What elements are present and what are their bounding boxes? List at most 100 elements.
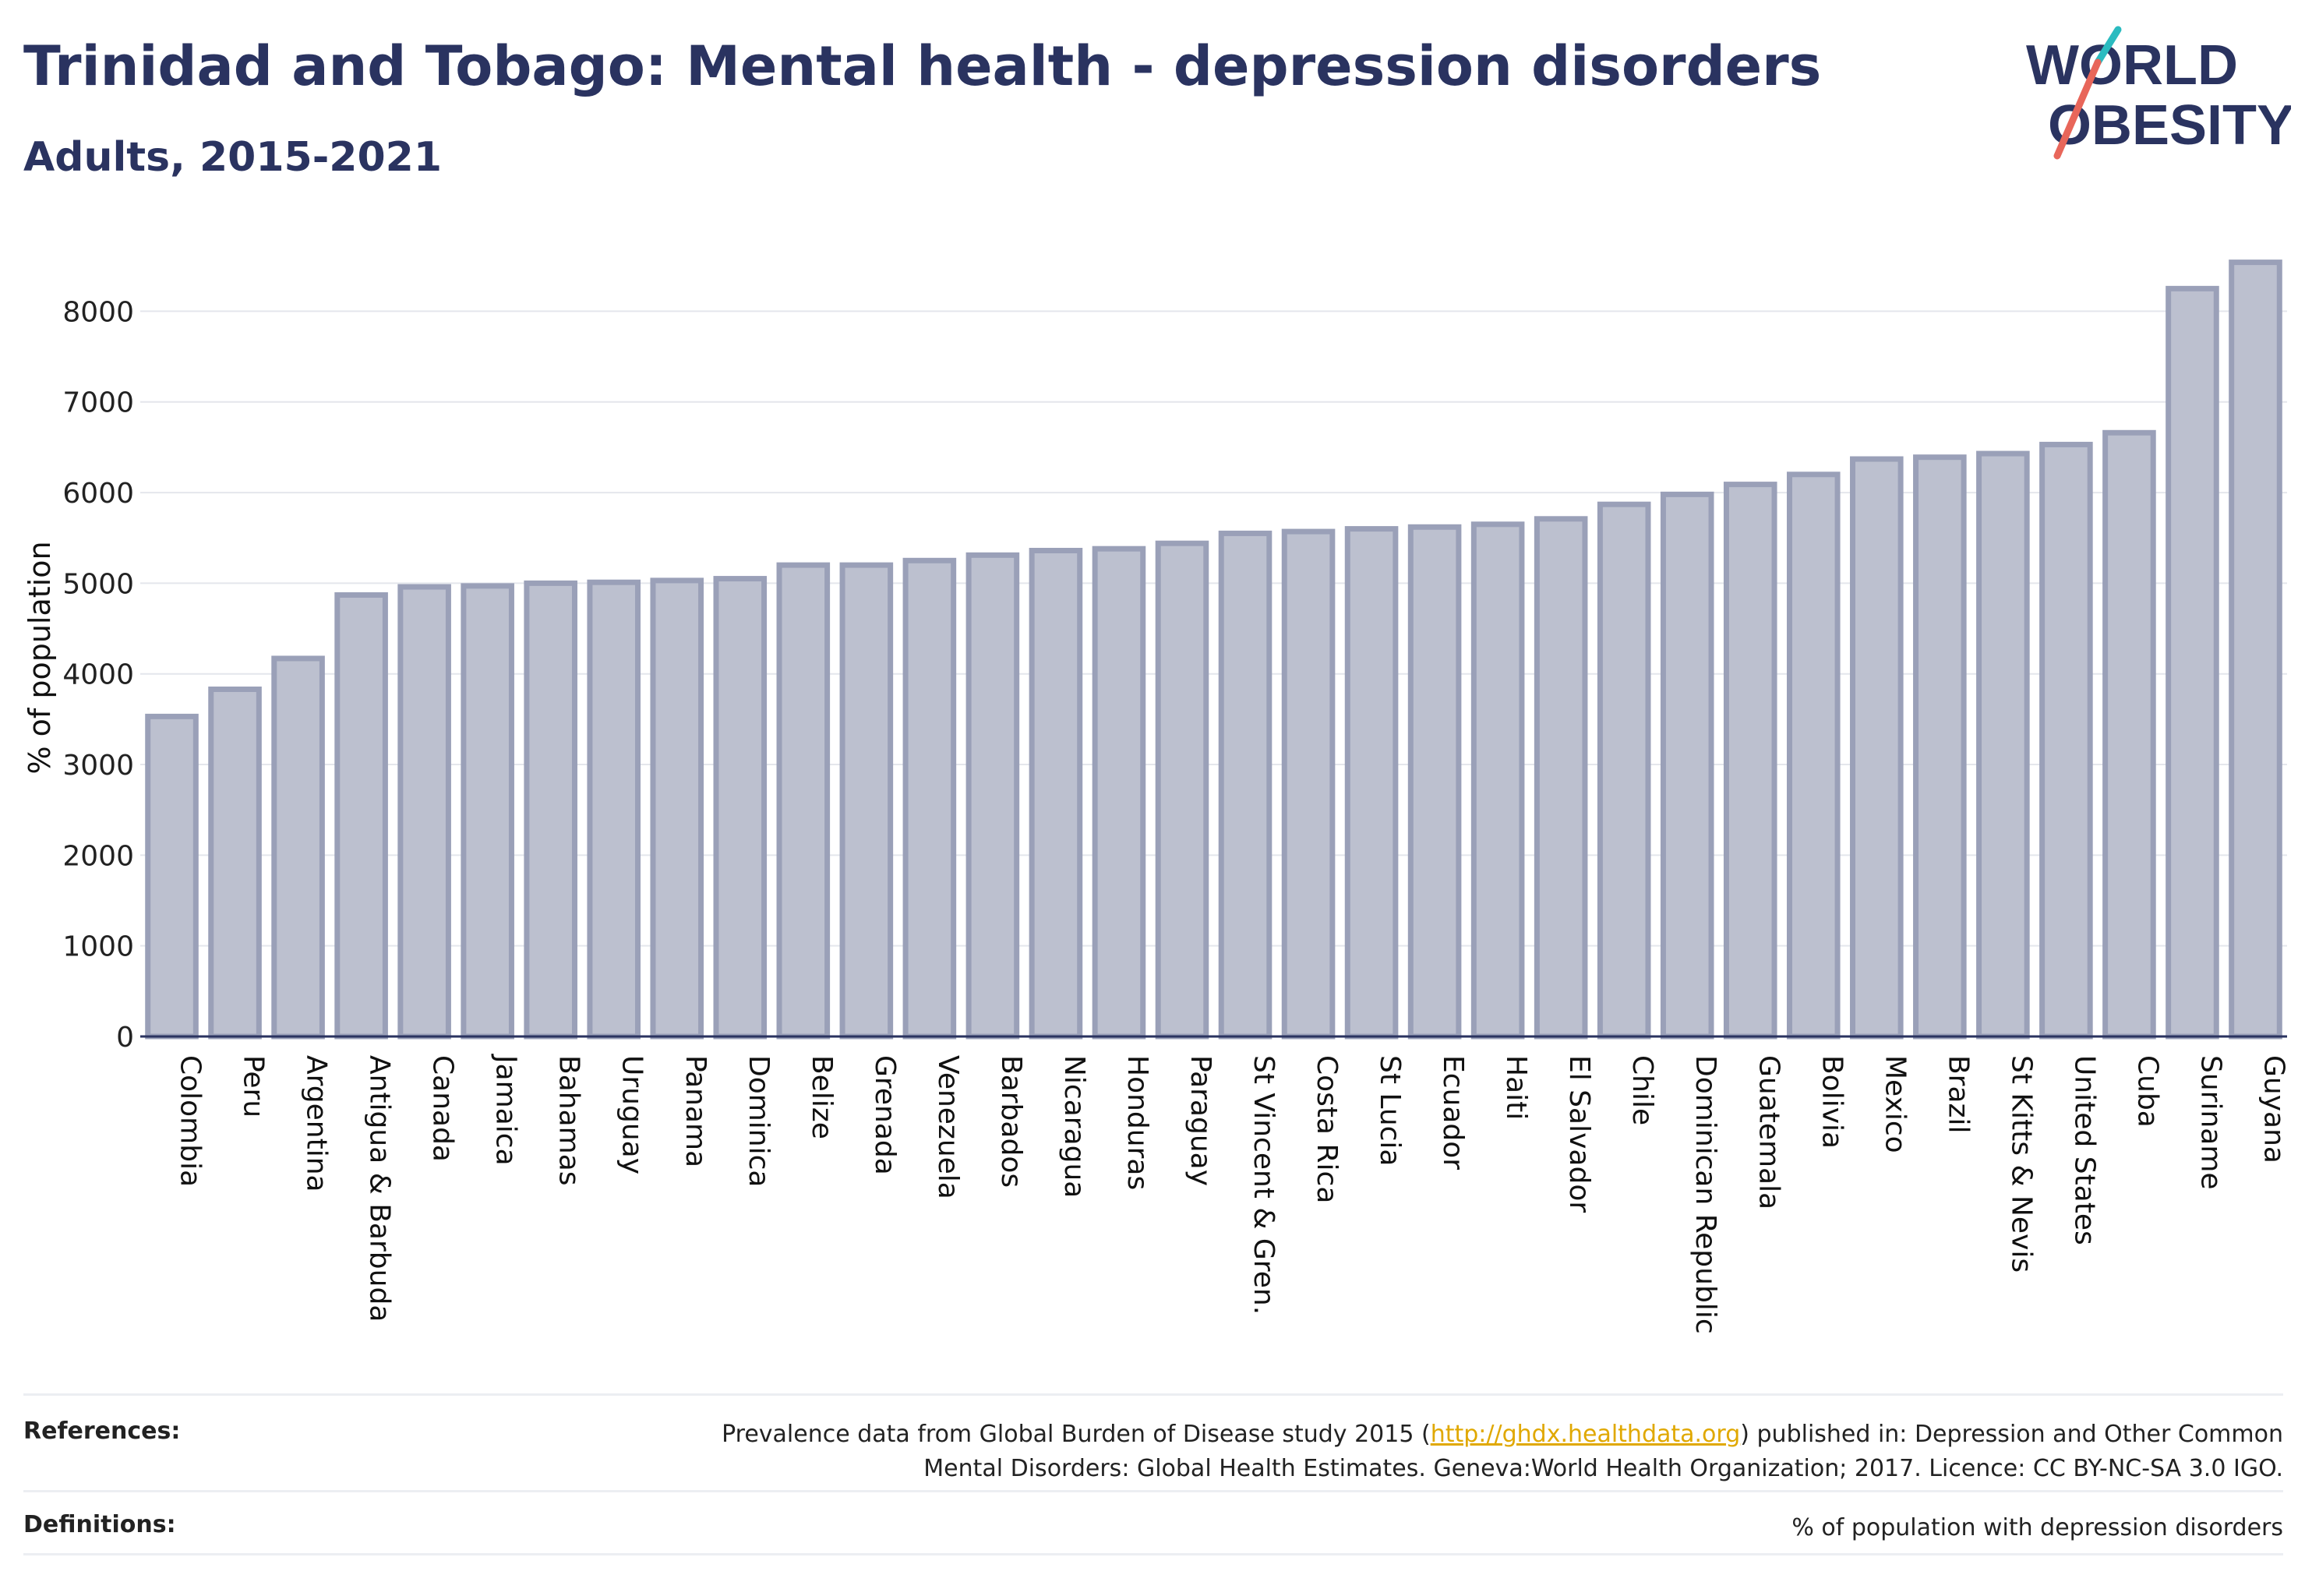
world-obesity-logo: WORLD OBESITY	[2026, 26, 2291, 160]
footer: References: Prevalence data from Global …	[23, 1393, 2283, 1555]
x-tick-label: Suriname	[2194, 1055, 2226, 1190]
y-tick-label: 4000	[62, 659, 134, 691]
references-line2: Mental Disorders: Global Health Estimate…	[923, 1455, 2283, 1482]
references-suffix: ) published in: Depression and Other Com…	[1740, 1421, 2283, 1448]
x-tick-label: Ecuador	[1437, 1055, 1469, 1170]
y-tick-label: 8000	[62, 296, 134, 328]
x-tick-label: Barbados	[995, 1055, 1027, 1188]
x-tick-label: Paraguay	[1184, 1055, 1216, 1186]
x-tick-label: Peru	[238, 1055, 270, 1118]
x-tick-label: Panama	[679, 1055, 711, 1167]
y-tick-label: 7000	[62, 387, 134, 419]
y-axis-ticks: 0 1000 2000 3000 4000 5000 6000 7000 8000	[62, 296, 134, 1054]
x-tick-label: Bahamas	[553, 1055, 585, 1186]
x-tick-label: Guyana	[2257, 1055, 2289, 1163]
bar-peru	[208, 686, 262, 1040]
references-link[interactable]: http://ghdx.healthdata.org	[1430, 1421, 1741, 1448]
bar-honduras	[1092, 546, 1146, 1040]
bar-argentina	[271, 655, 325, 1040]
x-tick-label: Grenada	[869, 1055, 901, 1175]
x-tick-label: Cuba	[2131, 1055, 2163, 1128]
x-tick-label: St Lucia	[1374, 1055, 1406, 1167]
bar-belize	[776, 562, 831, 1040]
x-tick-label: Dominica	[743, 1055, 775, 1188]
bar-el-salvador	[1534, 516, 1588, 1040]
bar-ecuador	[1407, 524, 1462, 1040]
bar-chart: 0 1000 2000 3000 4000 5000 6000 7000 8000 Colomb…	[23, 260, 2290, 1334]
x-axis-ticks: Colombia Peru Argentina Antigua & Barbuda Ca…	[175, 1054, 2290, 1334]
bar-brazil	[1913, 454, 1967, 1040]
x-tick-label: Argentina	[301, 1055, 333, 1192]
logo-slash-teal	[2094, 26, 2122, 66]
bar-st-kitts-nevis	[1976, 450, 2030, 1040]
logo-line1: WORLD	[2026, 34, 2238, 97]
bar-antigua-barbuda	[334, 592, 388, 1040]
bar-panama	[650, 577, 704, 1040]
x-tick-label: Colombia	[175, 1055, 206, 1187]
x-tick-label: St Kitts & Nevis	[2005, 1055, 2037, 1273]
y-tick-label: 5000	[62, 568, 134, 600]
bar-colombia	[145, 713, 199, 1040]
y-tick-label: 6000	[62, 478, 134, 510]
x-tick-label: United States	[2068, 1055, 2100, 1245]
x-tick-label: St Vincent & Gren.	[1248, 1055, 1280, 1315]
references-row: References: Prevalence data from Global …	[23, 1393, 2283, 1490]
bar-mexico	[1850, 456, 1904, 1040]
bar-nicaragua	[1029, 548, 1083, 1040]
chart-title: Trinidad and Tobago: Mental health - dep…	[23, 34, 1822, 98]
x-tick-label: Nicaragua	[1058, 1055, 1090, 1198]
bar-bolivia	[1786, 471, 1841, 1040]
bar-st-vincent-gren-	[1218, 530, 1273, 1040]
x-tick-label: Chile	[1626, 1055, 1658, 1125]
bar-cuba	[2102, 429, 2156, 1040]
bar-costa-rica	[1281, 528, 1336, 1040]
bar-uruguay	[587, 579, 641, 1040]
x-tick-label: Uruguay	[616, 1055, 648, 1174]
bar-haiti	[1470, 521, 1525, 1040]
definitions-row: Definitions: % of population with depres…	[23, 1490, 2283, 1555]
y-axis-label: % of population	[23, 541, 57, 774]
definitions-text: % of population with depression disorder…	[1791, 1514, 2283, 1541]
bars	[145, 260, 2282, 1040]
bar-paraguay	[1155, 540, 1209, 1040]
x-tick-label: El Salvador	[1563, 1055, 1595, 1213]
x-tick-label: Belize	[806, 1055, 838, 1139]
references-text: Prevalence data from Global Burden of Di…	[722, 1418, 2283, 1490]
logo-line2: OBESITY	[2048, 94, 2291, 157]
y-tick-label: 2000	[62, 840, 134, 872]
logo-slash-red	[2053, 58, 2102, 160]
bar-dominican-republic	[1660, 491, 1714, 1040]
bar-canada	[397, 584, 451, 1040]
x-tick-label: Canada	[427, 1055, 459, 1162]
bar-dominica	[713, 576, 768, 1040]
references-label: References:	[23, 1418, 181, 1445]
x-tick-label: Antigua & Barbuda	[364, 1055, 396, 1322]
x-tick-label: Costa Rica	[1311, 1055, 1343, 1203]
definitions-label: Definitions:	[23, 1511, 176, 1538]
x-tick-label: Brazil	[1942, 1055, 1974, 1133]
bar-united-states	[2039, 441, 2093, 1040]
y-tick-label: 1000	[62, 931, 134, 963]
x-tick-label: Honduras	[1121, 1055, 1153, 1190]
x-tick-label: Venezuela	[932, 1055, 964, 1199]
chart-subtitle: Adults, 2015-2021	[23, 134, 443, 181]
bar-barbados	[965, 552, 1020, 1040]
x-tick-label: Dominican Republic	[1689, 1055, 1721, 1334]
y-tick-label: 0	[116, 1022, 134, 1054]
x-tick-label: Guatemala	[1753, 1055, 1784, 1209]
bar-st-lucia	[1344, 526, 1399, 1040]
bar-grenada	[839, 562, 894, 1040]
y-tick-label: 3000	[62, 750, 134, 782]
references-prefix: Prevalence data from Global Burden of Di…	[722, 1421, 1431, 1448]
x-tick-label: Bolivia	[1816, 1055, 1848, 1149]
bar-suriname	[2166, 285, 2219, 1040]
bar-guyana	[2229, 260, 2282, 1040]
x-tick-label: Haiti	[1500, 1055, 1532, 1120]
bar-jamaica	[461, 583, 514, 1040]
bar-chile	[1597, 501, 1651, 1040]
bar-guatemala	[1723, 482, 1777, 1040]
bar-venezuela	[902, 557, 957, 1040]
x-tick-label: Mexico	[1879, 1055, 1911, 1153]
x-tick-label: Jamaica	[490, 1054, 522, 1166]
bar-bahamas	[524, 580, 577, 1040]
